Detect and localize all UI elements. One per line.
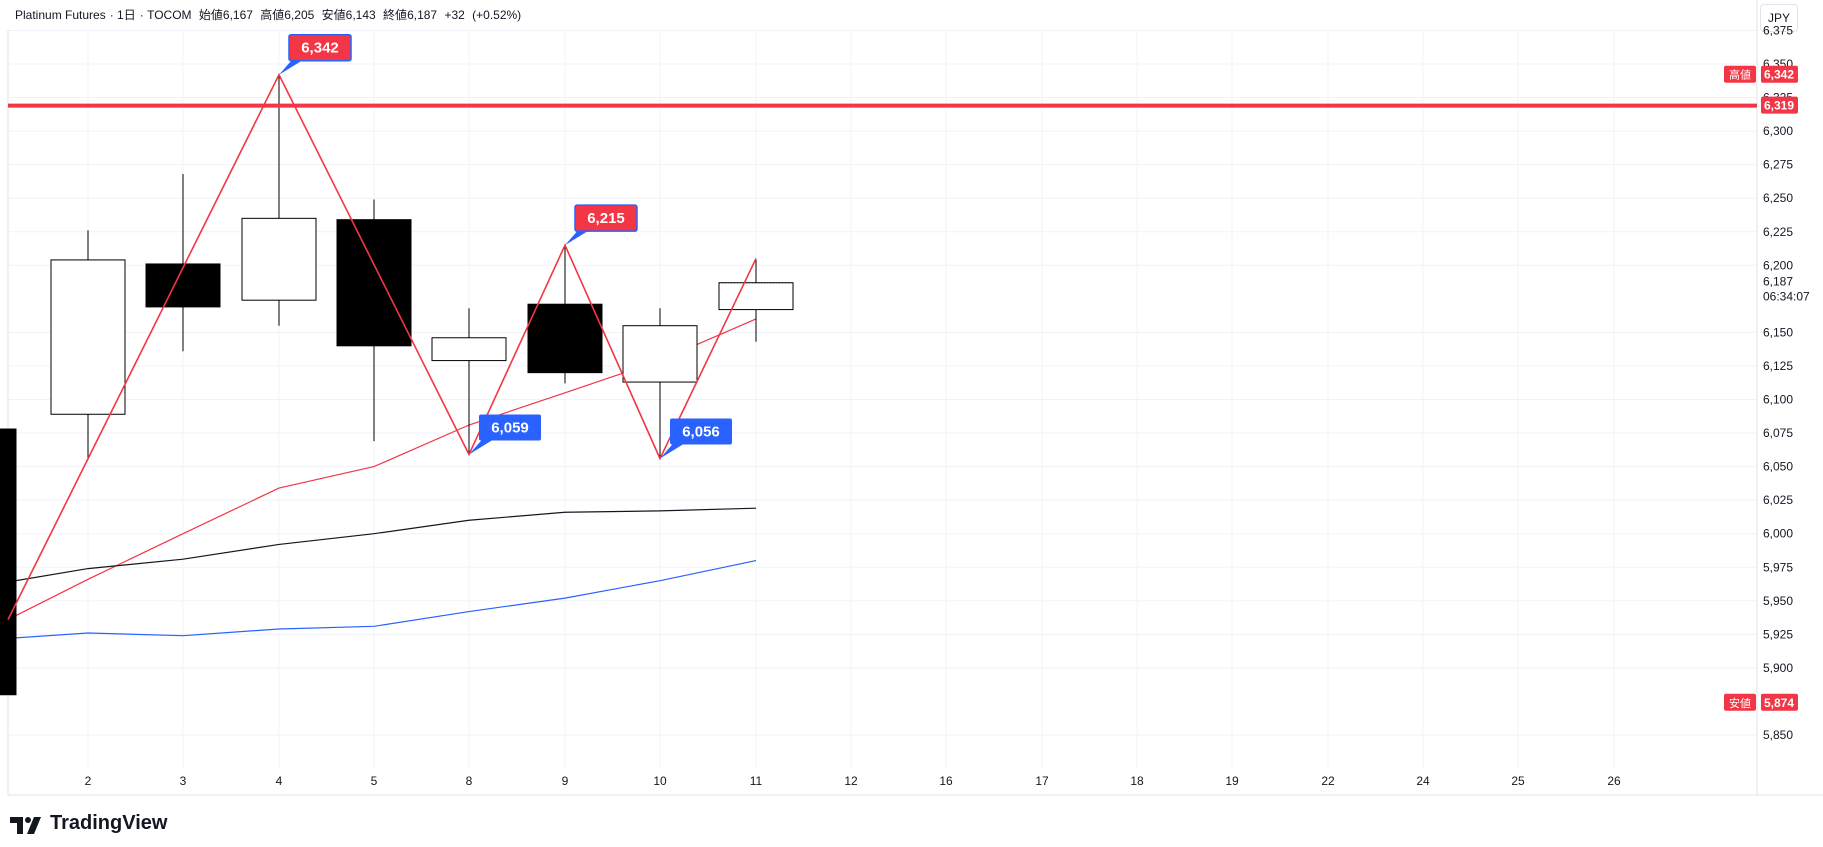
brand-name: TradingView: [50, 812, 168, 834]
open-value: 6,167: [222, 8, 253, 22]
axis-badge-text: 5,874: [1764, 696, 1794, 710]
pivot-callout-text: 6,215: [587, 210, 625, 227]
price-tick-label: 5,950: [1763, 594, 1793, 608]
low-label: 安値: [321, 8, 346, 22]
time-tick-label: 9: [562, 774, 569, 788]
price-tick-label: 5,850: [1763, 728, 1793, 742]
candle-body[interactable]: [622, 325, 698, 383]
price-tick-label: 6,300: [1763, 124, 1793, 138]
time-tick-label: 2: [85, 774, 92, 788]
time-tick-label: 18: [1130, 774, 1144, 788]
axis-badge-prefix: [1724, 65, 1756, 83]
pivot-callout-text: 6,342: [301, 40, 339, 57]
high-label: 高値: [260, 8, 285, 22]
axis-badge: [1761, 65, 1798, 83]
time-tick-label: 22: [1321, 774, 1335, 788]
horizontal-line-badge: [1761, 96, 1798, 114]
price-tick-label: 6,125: [1763, 359, 1793, 373]
pivot-callout[interactable]: [479, 414, 541, 441]
low-value: 6,143: [345, 8, 376, 22]
time-tick-label: 26: [1607, 774, 1621, 788]
pivot-callout[interactable]: [288, 33, 352, 62]
price-tick-label: 6,250: [1763, 191, 1793, 205]
high-value: 6,205: [284, 8, 315, 22]
axis-badge-prefix: [1724, 693, 1756, 711]
price-tick-label: 6,025: [1763, 493, 1793, 507]
pivot-callout-pointer: [660, 442, 686, 459]
candle-body[interactable]: [0, 428, 17, 696]
price-tick-label: 5,900: [1763, 661, 1793, 675]
close-value: 6,187: [407, 8, 438, 22]
price-tick-label: 6,000: [1763, 527, 1793, 541]
pivot-callout-pointer: [469, 438, 495, 455]
horizontal-line-badge-text: 6,319: [1764, 99, 1794, 113]
time-tick-label: 10: [653, 774, 667, 788]
axis-badge: [1761, 693, 1798, 711]
price-tick-label: 6,050: [1763, 460, 1793, 474]
price-tick-label: 6,200: [1763, 258, 1793, 272]
exchange: TOCOM: [147, 8, 192, 22]
axis-badge-prefix-text: 高値: [1729, 68, 1751, 82]
time-tick-label: 5: [371, 774, 378, 788]
moving-average-line-2: [7, 507, 757, 583]
last-price-label: 6,187: [1763, 275, 1793, 289]
candle-body[interactable]: [50, 259, 126, 415]
price-tick-label: 6,225: [1763, 225, 1793, 239]
symbol-name[interactable]: Platinum Futures: [15, 8, 106, 22]
price-tick-label: 6,100: [1763, 393, 1793, 407]
time-tick-label: 3: [180, 774, 187, 788]
time-tick-label: 8: [466, 774, 473, 788]
time-tick-label: 17: [1035, 774, 1049, 788]
time-tick-label: 12: [844, 774, 858, 788]
bar-countdown-label: 06:34:07: [1763, 290, 1810, 304]
tradingview-logo[interactable]: TradingView: [10, 812, 167, 835]
interval[interactable]: 1日: [117, 8, 136, 22]
change-value: +32: [444, 8, 465, 22]
moving-average-line-3: [7, 559, 757, 639]
time-tick-label: 25: [1511, 774, 1525, 788]
price-tick-label: 6,150: [1763, 325, 1793, 339]
currency-button[interactable]: JPY: [1760, 4, 1798, 32]
chart-header: Platinum Futures · 1日 · TOCOM 始値6,167 高値6,…: [15, 8, 522, 22]
price-tick-label: 5,925: [1763, 627, 1793, 641]
axis-badge-text: 6,342: [1764, 68, 1794, 82]
candle-body[interactable]: [241, 217, 317, 301]
tradingview-logo-icon: [10, 816, 41, 834]
candle-body[interactable]: [431, 337, 507, 362]
candle-body[interactable]: [145, 263, 221, 308]
last-price-badge: [1759, 273, 1819, 306]
change-percent: (+0.52%): [472, 8, 522, 22]
price-tick-label: 5,975: [1763, 560, 1793, 574]
pivot-callout-text: 6,059: [491, 420, 529, 437]
pivot-callout[interactable]: [670, 418, 732, 445]
pivot-callout-pointer: [565, 229, 591, 246]
pivot-callout-pointer: [279, 58, 305, 75]
candle-body[interactable]: [718, 282, 794, 311]
axis-badge-prefix-text: 安値: [1729, 696, 1751, 710]
time-tick-label: 19: [1225, 774, 1239, 788]
time-tick-label: 11: [750, 774, 763, 788]
price-tick-label: 6,375: [1763, 23, 1793, 37]
price-tick-label: 6,075: [1763, 426, 1793, 440]
time-tick-label: 16: [939, 774, 953, 788]
time-tick-label: 4: [276, 774, 283, 788]
pivot-callout-text: 6,056: [682, 424, 720, 441]
candle-body[interactable]: [527, 303, 603, 374]
close-label: 終値: [383, 8, 408, 22]
candle-body[interactable]: [336, 219, 412, 347]
open-label: 始値: [198, 8, 223, 22]
price-tick-label: 6,275: [1763, 158, 1793, 172]
time-tick-label: 24: [1416, 774, 1430, 788]
pivot-callout[interactable]: [574, 204, 638, 232]
